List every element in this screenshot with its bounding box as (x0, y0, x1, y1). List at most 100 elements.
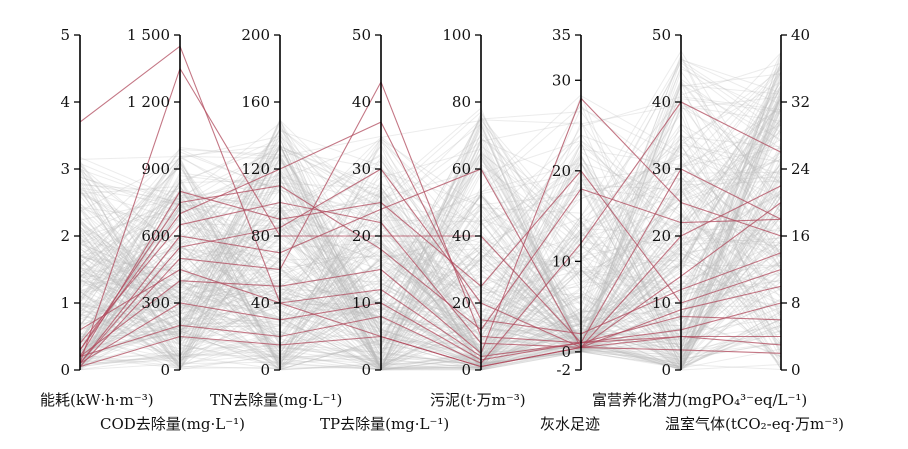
background-line (79, 97, 782, 367)
background-line (79, 190, 782, 370)
tick-label: 0 (561, 343, 571, 361)
tick-label: 20 (552, 162, 571, 180)
axis-ghg: 0 8 16 24 32 40 (780, 26, 810, 379)
background-line (79, 66, 782, 364)
background-line (79, 71, 782, 352)
background-line (79, 83, 782, 356)
background-line (79, 50, 782, 355)
background-line (79, 88, 782, 371)
axis-label-tn: TN去除量(mg·L⁻¹) (210, 391, 342, 409)
background-line (79, 129, 782, 357)
background-line (79, 71, 782, 371)
background-line (79, 107, 782, 367)
tick-label: 50 (652, 26, 671, 44)
background-line (79, 115, 782, 365)
background-line (79, 97, 782, 355)
background-line (79, 208, 782, 355)
background-line (79, 124, 782, 358)
background-line (79, 154, 782, 370)
background-line (79, 171, 782, 356)
background-line (79, 215, 782, 358)
background-line (79, 160, 782, 370)
background-line (79, 159, 782, 356)
background-line (79, 140, 782, 368)
background-line (79, 52, 782, 367)
tick-label: 60 (452, 160, 471, 178)
background-line (79, 101, 782, 369)
background-line (79, 151, 782, 371)
background-line (79, 143, 782, 368)
tick-label: 0 (461, 361, 471, 379)
background-line (79, 97, 782, 353)
background-line (79, 182, 781, 353)
background-line (79, 58, 782, 371)
background-line (79, 128, 782, 371)
background-line (79, 85, 782, 354)
background-line (79, 62, 782, 320)
background-line (79, 175, 782, 371)
background-line (79, 141, 782, 370)
background-line (79, 118, 782, 371)
background-line (79, 121, 782, 346)
background-line (79, 149, 782, 362)
background-line (79, 207, 782, 365)
background-line (79, 53, 782, 363)
tick-label: 0 (160, 361, 170, 379)
background-line (79, 53, 782, 358)
background-line (79, 120, 782, 333)
background-line (79, 245, 782, 370)
background-line (79, 185, 782, 370)
background-line (79, 113, 782, 360)
tick-label: 600 (141, 227, 170, 245)
background-line (79, 91, 782, 371)
background-line (79, 96, 782, 370)
background-line (79, 199, 782, 353)
background-line (79, 81, 782, 334)
background-line (79, 141, 782, 347)
tick-label: 3 (60, 160, 70, 178)
background-line (79, 73, 782, 345)
tick-label: 10 (552, 252, 571, 270)
background-line (79, 174, 782, 371)
background-line (79, 52, 782, 371)
background-line (79, 216, 782, 370)
tick-label: 10 (652, 294, 671, 312)
background-line (79, 84, 782, 371)
tick-label: 80 (251, 227, 270, 245)
background-line (79, 202, 782, 371)
background-line (79, 261, 782, 370)
background-line (79, 105, 782, 369)
background-line (79, 145, 782, 355)
background-line (79, 141, 782, 371)
axis-sludge: 0 20 40 60 80 100 (442, 26, 482, 379)
background-line (79, 136, 782, 365)
highlight-line (79, 101, 782, 364)
background-line (79, 71, 782, 370)
background-line (79, 71, 782, 364)
tick-label: 100 (442, 26, 471, 44)
highlight-line (79, 168, 782, 364)
axis-greywater: -20 10 20 30 35 (552, 26, 582, 379)
background-line (79, 78, 782, 371)
background-line (79, 135, 782, 369)
background-line (79, 143, 782, 368)
axis-label-eutro: 富营养化潜力(mgPO₄³⁻eq/L⁻¹) (592, 391, 807, 409)
background-line (79, 172, 782, 367)
background-line (79, 121, 782, 363)
background-line (79, 156, 782, 334)
background-line (79, 121, 782, 371)
background-line (79, 219, 782, 359)
background-line (79, 143, 782, 370)
background-line (79, 198, 782, 361)
background-line (79, 136, 782, 367)
background-line (79, 88, 782, 358)
background-line (79, 155, 782, 371)
highlight-line (79, 168, 782, 364)
highlight-line (79, 268, 782, 358)
tick-label: 0 (661, 361, 671, 379)
tick-label: 40 (652, 93, 671, 111)
tick-label: 40 (452, 227, 471, 245)
background-line (79, 99, 782, 356)
background-line (79, 119, 782, 372)
tick-label: 2 (60, 227, 70, 245)
